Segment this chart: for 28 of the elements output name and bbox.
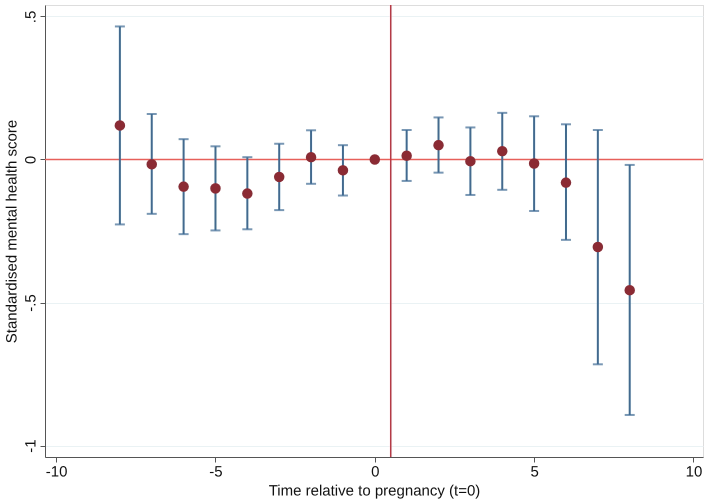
point bbox=[370, 154, 380, 165]
point bbox=[242, 188, 253, 199]
point bbox=[401, 150, 412, 161]
y-tick-label: 0 bbox=[22, 156, 40, 164]
point bbox=[592, 242, 604, 252]
x-tick-label: 10 bbox=[686, 464, 702, 480]
y-axis-title: Standardised mental health score bbox=[4, 120, 20, 344]
x-tick-label: 5 bbox=[530, 464, 539, 480]
x-axis-title: Time relative to pregnancy (t=0) bbox=[268, 482, 480, 500]
point bbox=[274, 172, 284, 182]
point bbox=[560, 177, 572, 188]
point bbox=[433, 140, 444, 150]
point bbox=[306, 152, 316, 162]
x-tick-label: -10 bbox=[46, 464, 68, 480]
y-tick-label: -1 bbox=[22, 439, 40, 453]
y-tick-label: -.5 bbox=[22, 294, 40, 312]
x-tick-label: -5 bbox=[209, 464, 223, 480]
point bbox=[210, 183, 221, 194]
point bbox=[146, 159, 157, 170]
point bbox=[528, 158, 540, 169]
point bbox=[624, 284, 635, 296]
point bbox=[178, 181, 189, 192]
point bbox=[465, 156, 476, 166]
point bbox=[497, 146, 508, 156]
y-tick-label: .5 bbox=[22, 10, 40, 24]
point bbox=[338, 165, 348, 176]
x-tick-label: 0 bbox=[371, 464, 380, 480]
point bbox=[114, 120, 126, 131]
